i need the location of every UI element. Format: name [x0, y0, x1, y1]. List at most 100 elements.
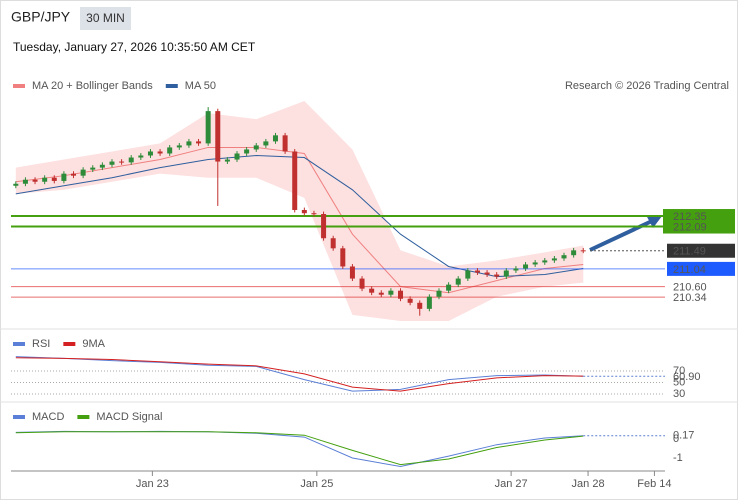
candle-body [340, 248, 346, 267]
legend-label: MACD Signal [96, 411, 162, 423]
candle-body [378, 292, 384, 295]
candle-body [71, 173, 77, 176]
symbol: GBP/JPY [11, 9, 71, 25]
candle-body [388, 290, 394, 295]
candle-body [263, 141, 269, 146]
candle-body [561, 255, 567, 259]
candle-body [272, 135, 278, 142]
x-tick-label: Jan 25 [300, 478, 333, 490]
candle-body [311, 213, 317, 215]
candle-body [349, 266, 355, 279]
legend-swatch [77, 415, 90, 419]
candle-body [523, 264, 529, 269]
candle-body [292, 151, 298, 210]
x-tick-label: Jan 23 [136, 478, 169, 490]
level-label: 212.35 [673, 211, 707, 223]
candle-body [186, 141, 192, 146]
candle-body [321, 214, 327, 239]
candle-body [417, 302, 423, 309]
candle-body [234, 153, 240, 160]
candle-body [330, 238, 336, 249]
ma20-line [15, 146, 584, 294]
candle-body [436, 290, 442, 297]
candle-body [215, 111, 221, 162]
candle-body [109, 161, 115, 165]
legend-label: MA 20 + Bollinger Bands [32, 80, 153, 92]
candle-body [369, 288, 375, 293]
rsi-ma-line [15, 357, 584, 392]
candle-body [551, 258, 557, 261]
candle-body [119, 161, 125, 163]
rsi-current-label: 60.90 [673, 371, 701, 383]
y-tick-label: 30 [673, 388, 685, 400]
candle-body [513, 268, 519, 271]
candle-body [244, 149, 250, 154]
bollinger-band [15, 101, 584, 321]
x-tick-label: Feb 14 [637, 478, 671, 490]
legend-label: MACD [32, 411, 64, 423]
candle-body [474, 270, 480, 273]
datetime: Tuesday, January 27, 2026 10:35:50 AM CE… [13, 40, 256, 54]
candle-body [224, 159, 230, 162]
level-label: 210.60 [673, 282, 707, 294]
level-label: 211.49 [673, 246, 706, 258]
candle-body [99, 164, 105, 168]
candle-body [80, 169, 86, 176]
candle-body [398, 290, 404, 299]
candle-body [301, 209, 307, 214]
candle-body [446, 284, 452, 291]
candle-body [542, 260, 548, 263]
candle-body [455, 278, 461, 285]
candle-body [147, 151, 153, 156]
candle-body [157, 151, 163, 154]
candle-body [571, 250, 577, 256]
forecast-arrowhead [646, 215, 662, 228]
level-tag [663, 219, 735, 234]
candle-body [253, 145, 259, 150]
legend-swatch [63, 342, 76, 346]
legend-label: RSI [32, 338, 50, 350]
candle-body [32, 179, 38, 182]
interval[interactable]: 30 MIN [86, 11, 125, 25]
legend-swatch [165, 84, 178, 88]
candle-body [138, 155, 144, 158]
candle-body [13, 183, 19, 186]
candle-body [22, 179, 28, 184]
level-label: 212.09 [673, 221, 707, 233]
candle-body [51, 177, 57, 181]
candle-body [128, 157, 134, 163]
macd-signal-line [15, 431, 584, 466]
candle-body [407, 298, 413, 303]
legend-swatch [13, 415, 25, 419]
candle-body [532, 262, 538, 265]
y-tick-label: 50 [673, 376, 685, 388]
x-tick-label: Jan 28 [572, 478, 605, 490]
legend-swatch [13, 84, 25, 88]
candle-body [359, 278, 365, 289]
macd-current-label: 0.17 [673, 430, 694, 442]
rsi-line [15, 356, 584, 392]
credit: Research © 2026 Trading Central [565, 80, 729, 92]
candle-body [580, 250, 586, 252]
legend-swatch [13, 342, 25, 346]
y-tick-label: 0 [673, 433, 679, 445]
level-label: 211.04 [673, 264, 706, 276]
interval-badge[interactable] [80, 7, 131, 30]
candle-body [167, 147, 173, 154]
candle-body [196, 141, 202, 144]
candle-body [282, 135, 288, 152]
candle-body [503, 270, 509, 277]
candle-body [90, 167, 96, 170]
legend-label: MA 50 [185, 80, 216, 92]
level-tag [667, 243, 735, 258]
y-tick-label: 70 [673, 365, 685, 377]
candle-body [42, 177, 48, 182]
candle-body [484, 272, 490, 275]
candle-body [61, 173, 67, 181]
candle-body [465, 270, 471, 279]
legend-label: 9MA [82, 338, 105, 350]
candle-body [205, 111, 211, 144]
level-label: 210.34 [673, 292, 707, 304]
candle-body [494, 274, 500, 277]
